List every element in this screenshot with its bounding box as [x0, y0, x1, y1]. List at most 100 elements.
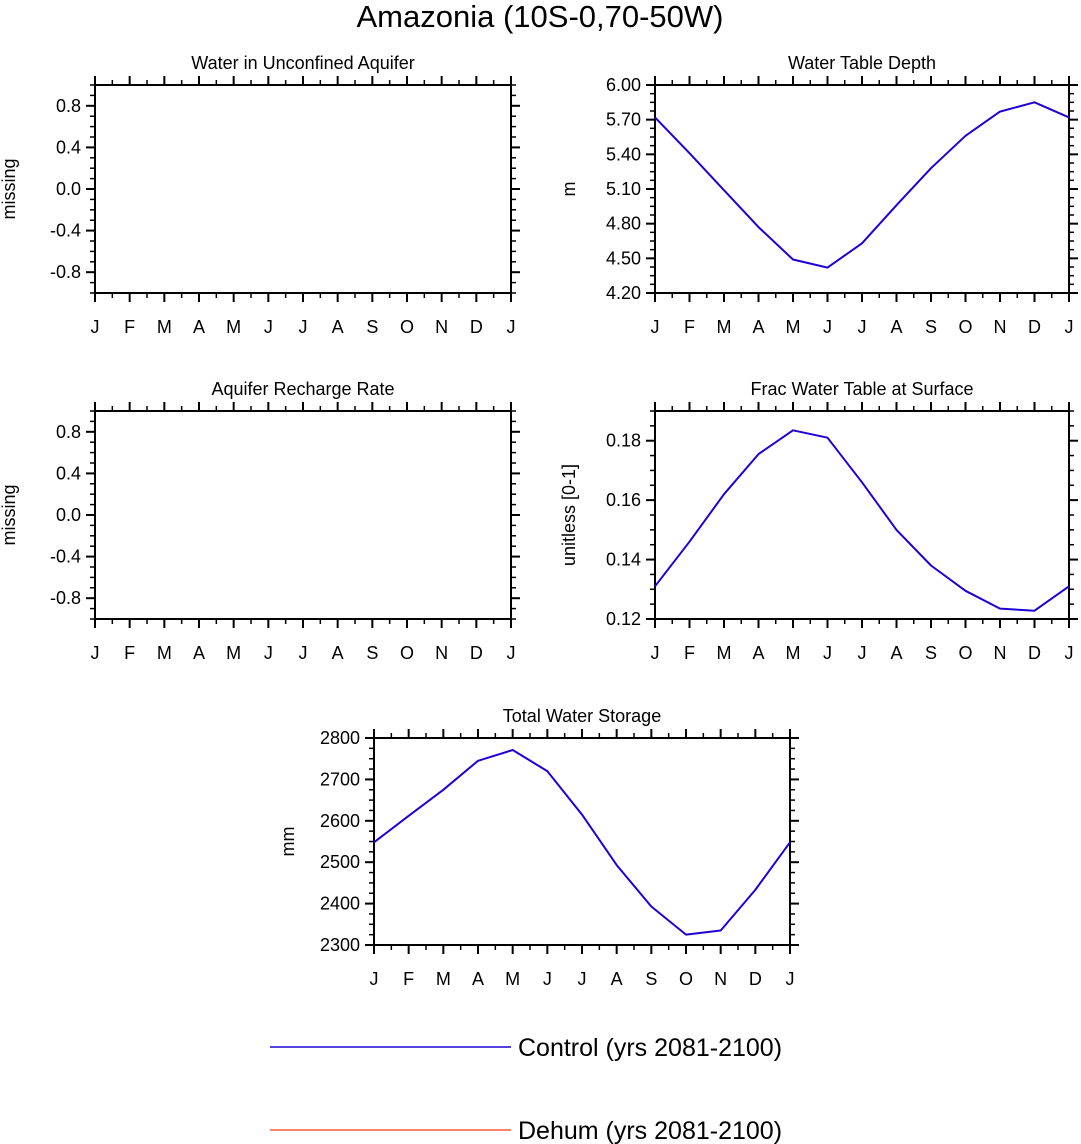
y-tick-label: 0.18	[606, 431, 641, 451]
x-tick-label: M	[226, 317, 241, 337]
x-tick-label: J	[264, 317, 273, 337]
x-tick-label: A	[332, 317, 344, 337]
y-tick-label: 0.12	[606, 609, 641, 629]
y-tick-label: -0.8	[50, 262, 81, 282]
x-tick-label: J	[858, 643, 867, 663]
x-tick-label: M	[717, 643, 732, 663]
legend-item-2: Dehum (yrs 2081-2100)	[270, 1117, 782, 1144]
x-tick-label: F	[684, 643, 695, 663]
panel-1: Water in Unconfined Aquifer missing J F M A M J…	[0, 53, 520, 337]
x-tick-label: J	[299, 643, 308, 663]
legend-item-1: Control (yrs 2081-2100)	[270, 1034, 782, 1062]
series-line-control	[373, 749, 791, 936]
x-tick-label: F	[124, 643, 135, 663]
y-axis-label: m	[559, 182, 579, 197]
x-tick-label: O	[400, 317, 414, 337]
x-tick-label: D	[1028, 643, 1041, 663]
y-tick-label: -0.8	[50, 588, 81, 608]
figure-title: Amazonia (10S-0,70-50W)	[357, 0, 724, 34]
x-tick-label: J	[1065, 317, 1074, 337]
x-tick-label: M	[786, 317, 801, 337]
x-tick-label: M	[226, 643, 241, 663]
x-tick-label: A	[752, 643, 764, 663]
y-tick-label: 2700	[320, 769, 360, 789]
x-tick-label: J	[299, 317, 308, 337]
panel-5: Total Water Storage mm J F M A M J J A S O N D J 2300 24…	[278, 706, 799, 989]
x-tick-label: J	[786, 969, 795, 989]
x-tick-label: J	[651, 317, 660, 337]
y-tick-label: -0.4	[50, 221, 81, 241]
panel-title: Water Table Depth	[788, 53, 936, 73]
x-tick-label: N	[435, 317, 448, 337]
x-tick-label: A	[890, 643, 902, 663]
y-tick-label: 5.40	[606, 144, 641, 164]
x-tick-label: M	[157, 643, 172, 663]
x-tick-label: F	[124, 317, 135, 337]
x-tick-label: M	[157, 317, 172, 337]
y-tick-label: 0.0	[56, 179, 81, 199]
x-tick-label: N	[994, 643, 1007, 663]
x-tick-label: A	[472, 969, 484, 989]
y-tick-label: 0.8	[56, 96, 81, 116]
x-tick-label: J	[91, 643, 100, 663]
y-tick-label: 4.80	[606, 214, 641, 234]
x-tick-label: J	[578, 969, 587, 989]
x-tick-label: F	[403, 969, 414, 989]
y-tick-label: 2600	[320, 811, 360, 831]
x-tick-label: O	[679, 969, 693, 989]
y-tick-label: 0.4	[56, 463, 81, 483]
x-tick-label: J	[823, 317, 832, 337]
y-tick-label: 5.70	[606, 110, 641, 130]
x-tick-label: M	[436, 969, 451, 989]
x-tick-label: A	[890, 317, 902, 337]
y-axis-label: missing	[0, 484, 19, 545]
panel-title: Aquifer Recharge Rate	[211, 379, 394, 399]
x-tick-label: M	[505, 969, 520, 989]
x-tick-label: J	[1065, 643, 1074, 663]
panel-title: Frac Water Table at Surface	[750, 379, 973, 399]
x-tick-label: J	[823, 643, 832, 663]
x-tick-label: J	[370, 969, 379, 989]
x-tick-label: S	[925, 317, 937, 337]
y-tick-label: 2500	[320, 852, 360, 872]
series-line-control	[654, 101, 1070, 269]
y-axis-label: missing	[0, 158, 19, 219]
y-tick-label: 2400	[320, 894, 360, 914]
x-tick-label: M	[717, 317, 732, 337]
x-tick-label: D	[1028, 317, 1041, 337]
x-tick-label: D	[470, 317, 483, 337]
x-tick-label: J	[264, 643, 273, 663]
x-tick-label: S	[366, 643, 378, 663]
y-tick-label: 2800	[320, 728, 360, 748]
y-tick-label: 0.4	[56, 137, 81, 157]
x-tick-label: N	[435, 643, 448, 663]
y-tick-label: 6.00	[606, 75, 641, 95]
x-tick-label: A	[332, 643, 344, 663]
x-tick-label: O	[400, 643, 414, 663]
y-tick-label: 4.20	[606, 283, 641, 303]
legend-label: Dehum (yrs 2081-2100)	[518, 1117, 782, 1144]
x-tick-label: J	[651, 643, 660, 663]
legend-label: Control (yrs 2081-2100)	[518, 1034, 782, 1062]
panel-title: Total Water Storage	[503, 706, 661, 726]
y-tick-label: 5.10	[606, 179, 641, 199]
y-tick-label: 0.8	[56, 422, 81, 442]
x-tick-label: A	[193, 643, 205, 663]
legend: Control (yrs 2081-2100) Dehum (yrs 2081-2…	[270, 1034, 782, 1144]
y-axis-label: unitless [0-1]	[559, 464, 579, 566]
x-tick-label: S	[366, 317, 378, 337]
x-tick-label: S	[645, 969, 657, 989]
x-tick-label: D	[470, 643, 483, 663]
x-tick-label: M	[786, 643, 801, 663]
x-tick-label: D	[749, 969, 762, 989]
x-tick-label: J	[507, 643, 516, 663]
x-tick-label: A	[611, 969, 623, 989]
y-tick-label: 0.14	[606, 550, 641, 570]
x-tick-label: O	[958, 317, 972, 337]
x-tick-label: F	[684, 317, 695, 337]
x-tick-label: J	[507, 317, 516, 337]
series-line-control	[654, 429, 1070, 612]
